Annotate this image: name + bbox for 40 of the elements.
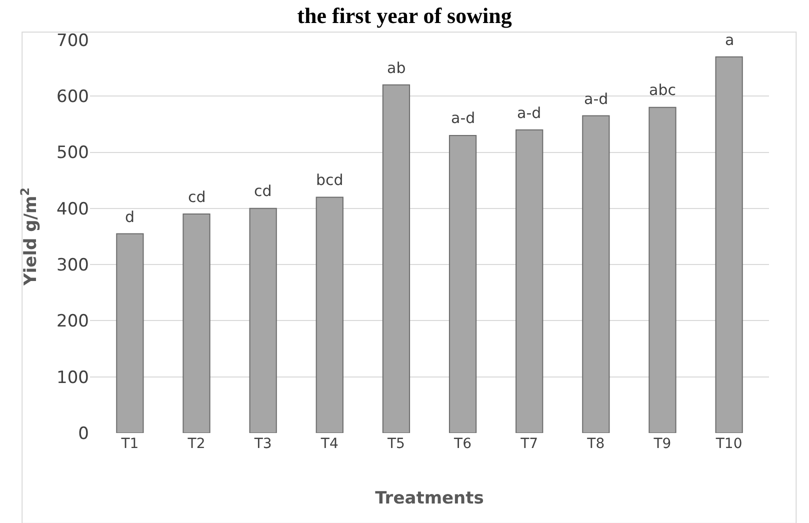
y-tick-label: 200 bbox=[56, 312, 89, 332]
y-tick-label: 100 bbox=[56, 368, 89, 388]
y-tick-label: 300 bbox=[56, 256, 89, 276]
x-tick-label: T2 bbox=[186, 436, 206, 452]
y-tick-label: 600 bbox=[56, 87, 89, 108]
annotation: a-d bbox=[584, 90, 608, 108]
annotation: a bbox=[725, 31, 734, 49]
bar bbox=[182, 214, 210, 433]
x-tick-label: T3 bbox=[253, 436, 272, 452]
x-tick-label: T1 bbox=[120, 436, 139, 452]
y-tick-label: 0 bbox=[78, 424, 89, 444]
bar bbox=[316, 196, 344, 433]
annotation: ab bbox=[387, 59, 406, 77]
y-tick-label: 700 bbox=[56, 30, 89, 51]
x-tick-label: T10 bbox=[714, 436, 742, 452]
x-axis-title: Treatments bbox=[375, 488, 484, 508]
y-tick-label: 500 bbox=[56, 143, 89, 164]
x-tick-label: T8 bbox=[586, 436, 605, 452]
x-tick-label: T9 bbox=[652, 436, 672, 452]
bar bbox=[648, 106, 676, 433]
x-tick-label: T5 bbox=[386, 436, 405, 452]
chart-title: the first year of sowing bbox=[297, 3, 512, 28]
annotation: cd bbox=[254, 182, 272, 200]
bar bbox=[116, 233, 144, 433]
annotation: bcd bbox=[316, 171, 344, 189]
y-tick-label: 400 bbox=[56, 199, 89, 220]
bar bbox=[582, 115, 610, 433]
annotation: a-d bbox=[517, 104, 542, 122]
bar bbox=[715, 56, 743, 433]
annotation: d bbox=[125, 208, 135, 226]
bar bbox=[249, 208, 277, 433]
x-tick-label: T4 bbox=[320, 436, 338, 452]
x-tick-label: T7 bbox=[520, 436, 538, 452]
bar bbox=[516, 129, 544, 433]
annotation: a-d bbox=[451, 109, 476, 127]
annotation: abc bbox=[649, 81, 676, 99]
bar bbox=[382, 84, 410, 433]
x-tick-label: T6 bbox=[453, 436, 472, 452]
annotation: cd bbox=[188, 188, 206, 206]
bar bbox=[448, 134, 477, 433]
